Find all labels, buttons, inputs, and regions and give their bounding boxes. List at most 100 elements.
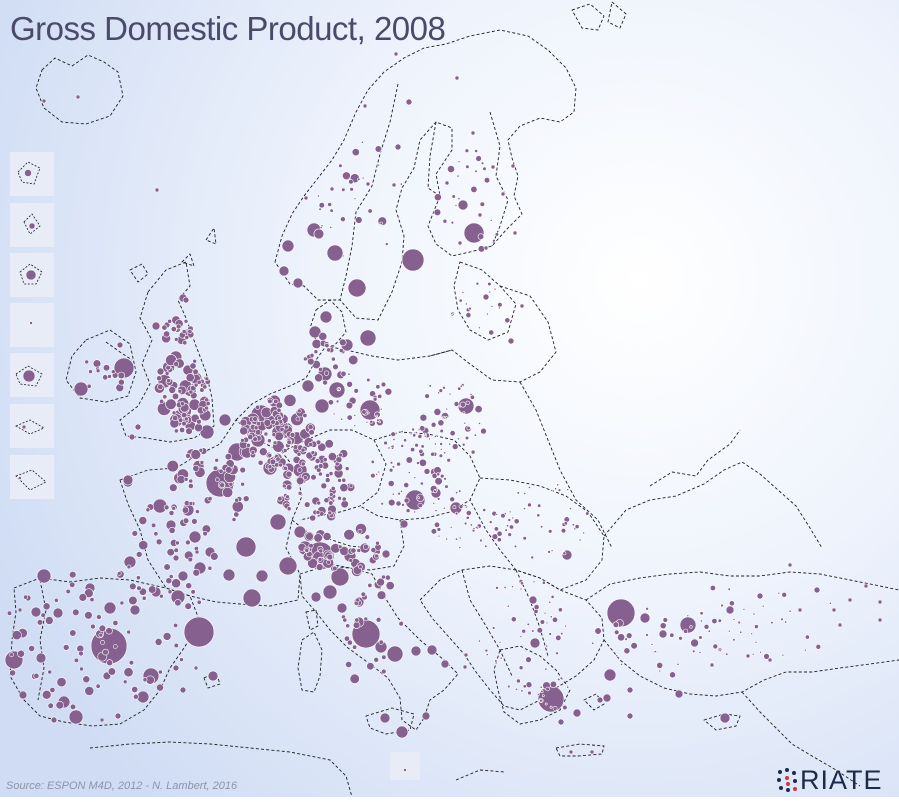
gdp-circle [256, 421, 261, 427]
gdp-circle [102, 648, 109, 656]
gdp-circle [548, 632, 552, 636]
gdp-circle [145, 507, 151, 513]
gdp-circle [414, 443, 419, 448]
gdp-circle [420, 444, 425, 449]
gdp-circle [503, 585, 507, 589]
border-sicily [365, 707, 415, 735]
gdp-circle [300, 447, 306, 453]
gdp-circle [437, 391, 441, 395]
gdp-circle [328, 492, 334, 497]
gdp-circle [315, 510, 321, 515]
gdp-circle [166, 378, 171, 384]
gdp-circle [432, 501, 436, 505]
gdp-circle [387, 446, 391, 450]
gdp-circle [204, 397, 209, 403]
gdp-circle [381, 549, 391, 559]
gdp-circle [380, 502, 384, 506]
gdp-circle [419, 481, 424, 486]
gdp-circle [84, 611, 93, 620]
gdp-circle [594, 627, 602, 635]
gdp-circle [603, 668, 617, 682]
gdp-circle [558, 607, 563, 613]
gdp-circle [253, 425, 259, 431]
gdp-circle [474, 149, 479, 153]
gdp-circle [464, 504, 468, 508]
gdp-circle [325, 472, 330, 478]
gdp-circle [171, 392, 180, 401]
border-small-isle [205, 227, 217, 245]
gdp-circle [377, 470, 381, 474]
gdp-circle [345, 660, 353, 668]
gdp-circle [361, 409, 367, 415]
gdp-circle [151, 522, 157, 529]
gdp-circle [165, 365, 171, 371]
gdp-circle [54, 597, 59, 603]
gdp-circle [345, 623, 351, 629]
gdp-circle [739, 630, 743, 634]
gdp-circle [465, 515, 470, 520]
gdp-circle [542, 580, 546, 585]
gdp-circle [196, 379, 202, 385]
gdp-circle [72, 608, 80, 616]
gdp-circle [528, 486, 531, 489]
source-note: Source: ESPON M4D, 2012 - N. Lambert, 20… [6, 780, 238, 792]
gdp-circle [95, 368, 101, 374]
gdp-circle [340, 370, 347, 377]
gdp-circle [596, 696, 604, 704]
gdp-circle [448, 442, 452, 446]
gdp-circle [545, 621, 549, 625]
gdp-circle [79, 666, 84, 672]
gdp-circle [182, 340, 188, 346]
gdp-circle [332, 363, 339, 370]
gdp-circle [185, 452, 191, 459]
gdp-circle [433, 442, 437, 446]
gdp-circle [364, 534, 370, 540]
gdp-circle [218, 468, 224, 474]
gdp-circle [23, 594, 29, 600]
gdp-circle [292, 444, 299, 450]
gdp-circle [437, 497, 441, 501]
gdp-circle [370, 547, 377, 553]
gdp-circle [582, 531, 586, 535]
border-balkans-inner-1 [461, 569, 513, 677]
gdp-circle [444, 484, 449, 489]
gdp-circle [36, 619, 44, 626]
gdp-circle [307, 557, 318, 569]
gdp-circle [550, 549, 554, 552]
gdp-circle [474, 526, 478, 529]
gdp-circle [341, 187, 346, 192]
gdp-circle [448, 392, 452, 396]
gdp-circle [352, 644, 358, 650]
gdp-circle [449, 430, 456, 437]
gdp-circle [378, 420, 382, 424]
gdp-circle [185, 539, 191, 546]
gdp-circle [269, 513, 287, 531]
gdp-circle [73, 657, 79, 664]
gdp-circle [338, 388, 341, 391]
gdp-circle [374, 145, 383, 153]
gdp-circle [154, 638, 163, 646]
gdp-circle [788, 609, 792, 613]
gdp-circle [353, 388, 359, 394]
gdp-circle [504, 528, 508, 532]
gdp-circle [305, 532, 314, 541]
gdp-circle [463, 521, 468, 526]
gdp-circle [522, 684, 527, 689]
gdp-circle [376, 590, 387, 600]
gdp-circle [451, 194, 456, 199]
gdp-circle [181, 420, 187, 427]
gdp-circle [718, 649, 722, 653]
gdp-circle [283, 465, 288, 471]
gdp-circle [469, 392, 473, 396]
gdp-circle [198, 447, 204, 453]
gdp-circle [430, 421, 437, 428]
gdp-circle [465, 302, 468, 306]
gdp-circle [122, 679, 128, 685]
gdp-circle [449, 525, 453, 529]
gdp-circle [391, 492, 395, 496]
gdp-circle [561, 549, 573, 561]
border-crimea [649, 429, 741, 487]
gdp-circle [354, 617, 360, 623]
gdp-circle [318, 207, 322, 211]
gdp-circle [559, 676, 564, 680]
